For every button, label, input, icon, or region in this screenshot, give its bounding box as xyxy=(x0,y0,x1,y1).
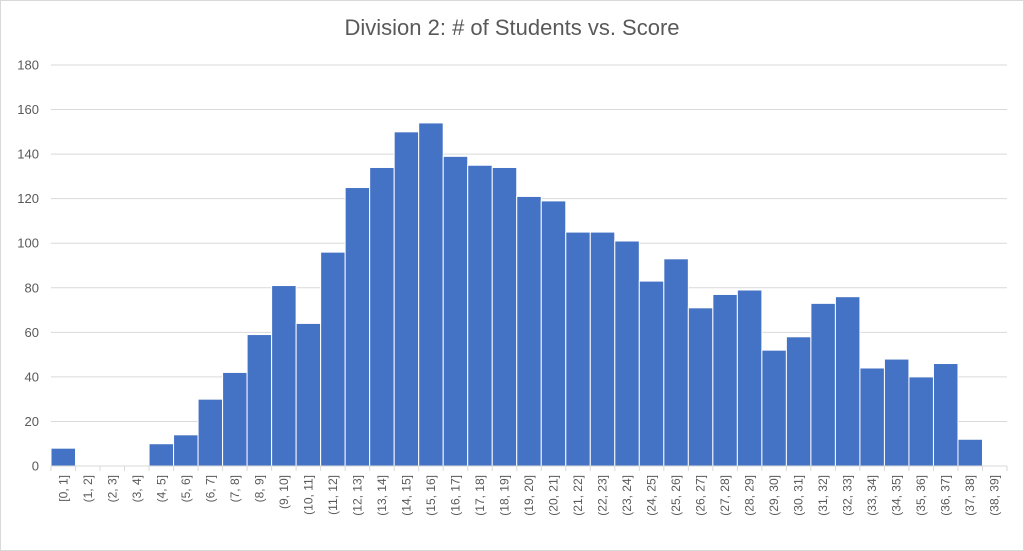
bar xyxy=(540,200,567,467)
bar xyxy=(222,371,248,467)
bar xyxy=(516,195,542,467)
y-tick-label: 80 xyxy=(25,280,39,295)
x-tick-label: (33, 34] xyxy=(865,475,879,516)
x-tick-label: (35, 36] xyxy=(914,475,928,516)
x-tick-label: (24, 25] xyxy=(645,475,659,516)
x-tick-label: (5, 6] xyxy=(179,475,193,502)
x-tick-label: (22, 23] xyxy=(596,475,610,516)
bar xyxy=(736,289,763,467)
x-tick-label: (9, 10] xyxy=(277,475,291,509)
x-tick-label: (25, 26] xyxy=(669,475,683,516)
x-tick-label: (27, 28] xyxy=(718,475,732,516)
bar xyxy=(712,293,738,467)
x-tick-label: (21, 22] xyxy=(571,475,585,516)
bar xyxy=(295,322,322,467)
x-tick-labels: [0, 1] (1, 2] (2, 3] (3, 4] (4, 5] (5, 6] (6, … xyxy=(56,475,1001,516)
bar xyxy=(271,285,297,467)
bar xyxy=(467,164,493,467)
bar xyxy=(246,334,273,467)
y-tick-label: 60 xyxy=(25,325,39,340)
bar xyxy=(369,166,395,467)
y-tick-label: 140 xyxy=(17,147,39,162)
x-tick-label: (8, 9] xyxy=(252,475,266,502)
y-tick-labels: 0 20 40 60 80 100 120 140 160 180 xyxy=(17,58,39,474)
bar xyxy=(614,240,640,467)
bar xyxy=(148,443,175,467)
y-tick-label: 0 xyxy=(32,459,39,474)
bar xyxy=(957,438,983,467)
bar xyxy=(834,296,861,467)
y-tick-label: 160 xyxy=(17,102,39,117)
x-tick-label: (38, 39] xyxy=(988,475,1002,516)
x-tick-label: (30, 31] xyxy=(792,475,806,516)
bar xyxy=(418,122,444,467)
bar xyxy=(344,187,371,467)
bar xyxy=(908,376,934,467)
bar xyxy=(638,280,665,467)
bar xyxy=(810,302,836,467)
x-tick-label: (16, 17] xyxy=(448,475,462,516)
y-tick-label: 20 xyxy=(25,414,39,429)
x-tick-label: (7, 8] xyxy=(228,475,242,502)
x-tick-label: (32, 33] xyxy=(841,475,855,516)
chart-title: Division 2: # of Students vs. Score xyxy=(344,15,680,40)
bar xyxy=(589,231,616,467)
x-tick-label: (19, 20] xyxy=(522,475,536,516)
x-tick-label: (20, 21] xyxy=(547,475,561,516)
bar xyxy=(442,155,469,467)
bar xyxy=(320,251,346,467)
x-tick-label: (10, 11] xyxy=(301,475,315,515)
bar xyxy=(932,363,959,467)
x-tick-label: (36, 37] xyxy=(939,475,953,516)
bars xyxy=(50,122,983,467)
axes xyxy=(50,465,1008,471)
x-tick-label: (37, 38] xyxy=(963,475,977,516)
x-tick-label: (34, 35] xyxy=(890,475,904,516)
x-tick-label: (26, 27] xyxy=(694,475,708,516)
x-tick-label: (12, 13] xyxy=(350,475,364,516)
x-tick-label: (13, 14] xyxy=(375,475,389,516)
y-tick-label: 180 xyxy=(17,58,39,73)
x-tick-label: (31, 32] xyxy=(816,475,830,516)
x-tick-label: [0, 1] xyxy=(56,475,70,502)
x-tick-label: (17, 18] xyxy=(473,475,487,516)
x-tick-label: (15, 16] xyxy=(424,475,438,516)
x-tick-label: (2, 3] xyxy=(105,475,119,502)
x-tick-label: (28, 29] xyxy=(743,475,757,516)
y-tick-label: 120 xyxy=(17,191,39,206)
x-tick-label: (23, 24] xyxy=(620,475,634,516)
bar xyxy=(859,367,885,467)
bar xyxy=(50,447,77,467)
x-tick-label: (18, 19] xyxy=(497,475,511,516)
bar xyxy=(785,336,812,467)
x-tick-label: (3, 4] xyxy=(130,475,144,502)
x-tick-label: (4, 5] xyxy=(154,475,168,502)
x-tick-label: (11, 12] xyxy=(326,475,340,515)
x-tick-label: (29, 30] xyxy=(767,475,781,516)
bar xyxy=(197,398,224,467)
bar xyxy=(565,231,591,467)
bar xyxy=(393,131,420,467)
bar xyxy=(663,258,689,467)
bar xyxy=(883,358,910,467)
y-tick-label: 40 xyxy=(25,369,39,384)
bar xyxy=(761,349,787,467)
x-tick-label: (1, 2] xyxy=(81,475,95,502)
y-tick-label: 100 xyxy=(17,236,39,251)
bar xyxy=(687,307,714,467)
x-tick-label: (14, 15] xyxy=(399,475,413,516)
bar xyxy=(491,166,518,467)
x-tick-label: (6, 7] xyxy=(203,475,217,502)
bar xyxy=(173,434,199,467)
